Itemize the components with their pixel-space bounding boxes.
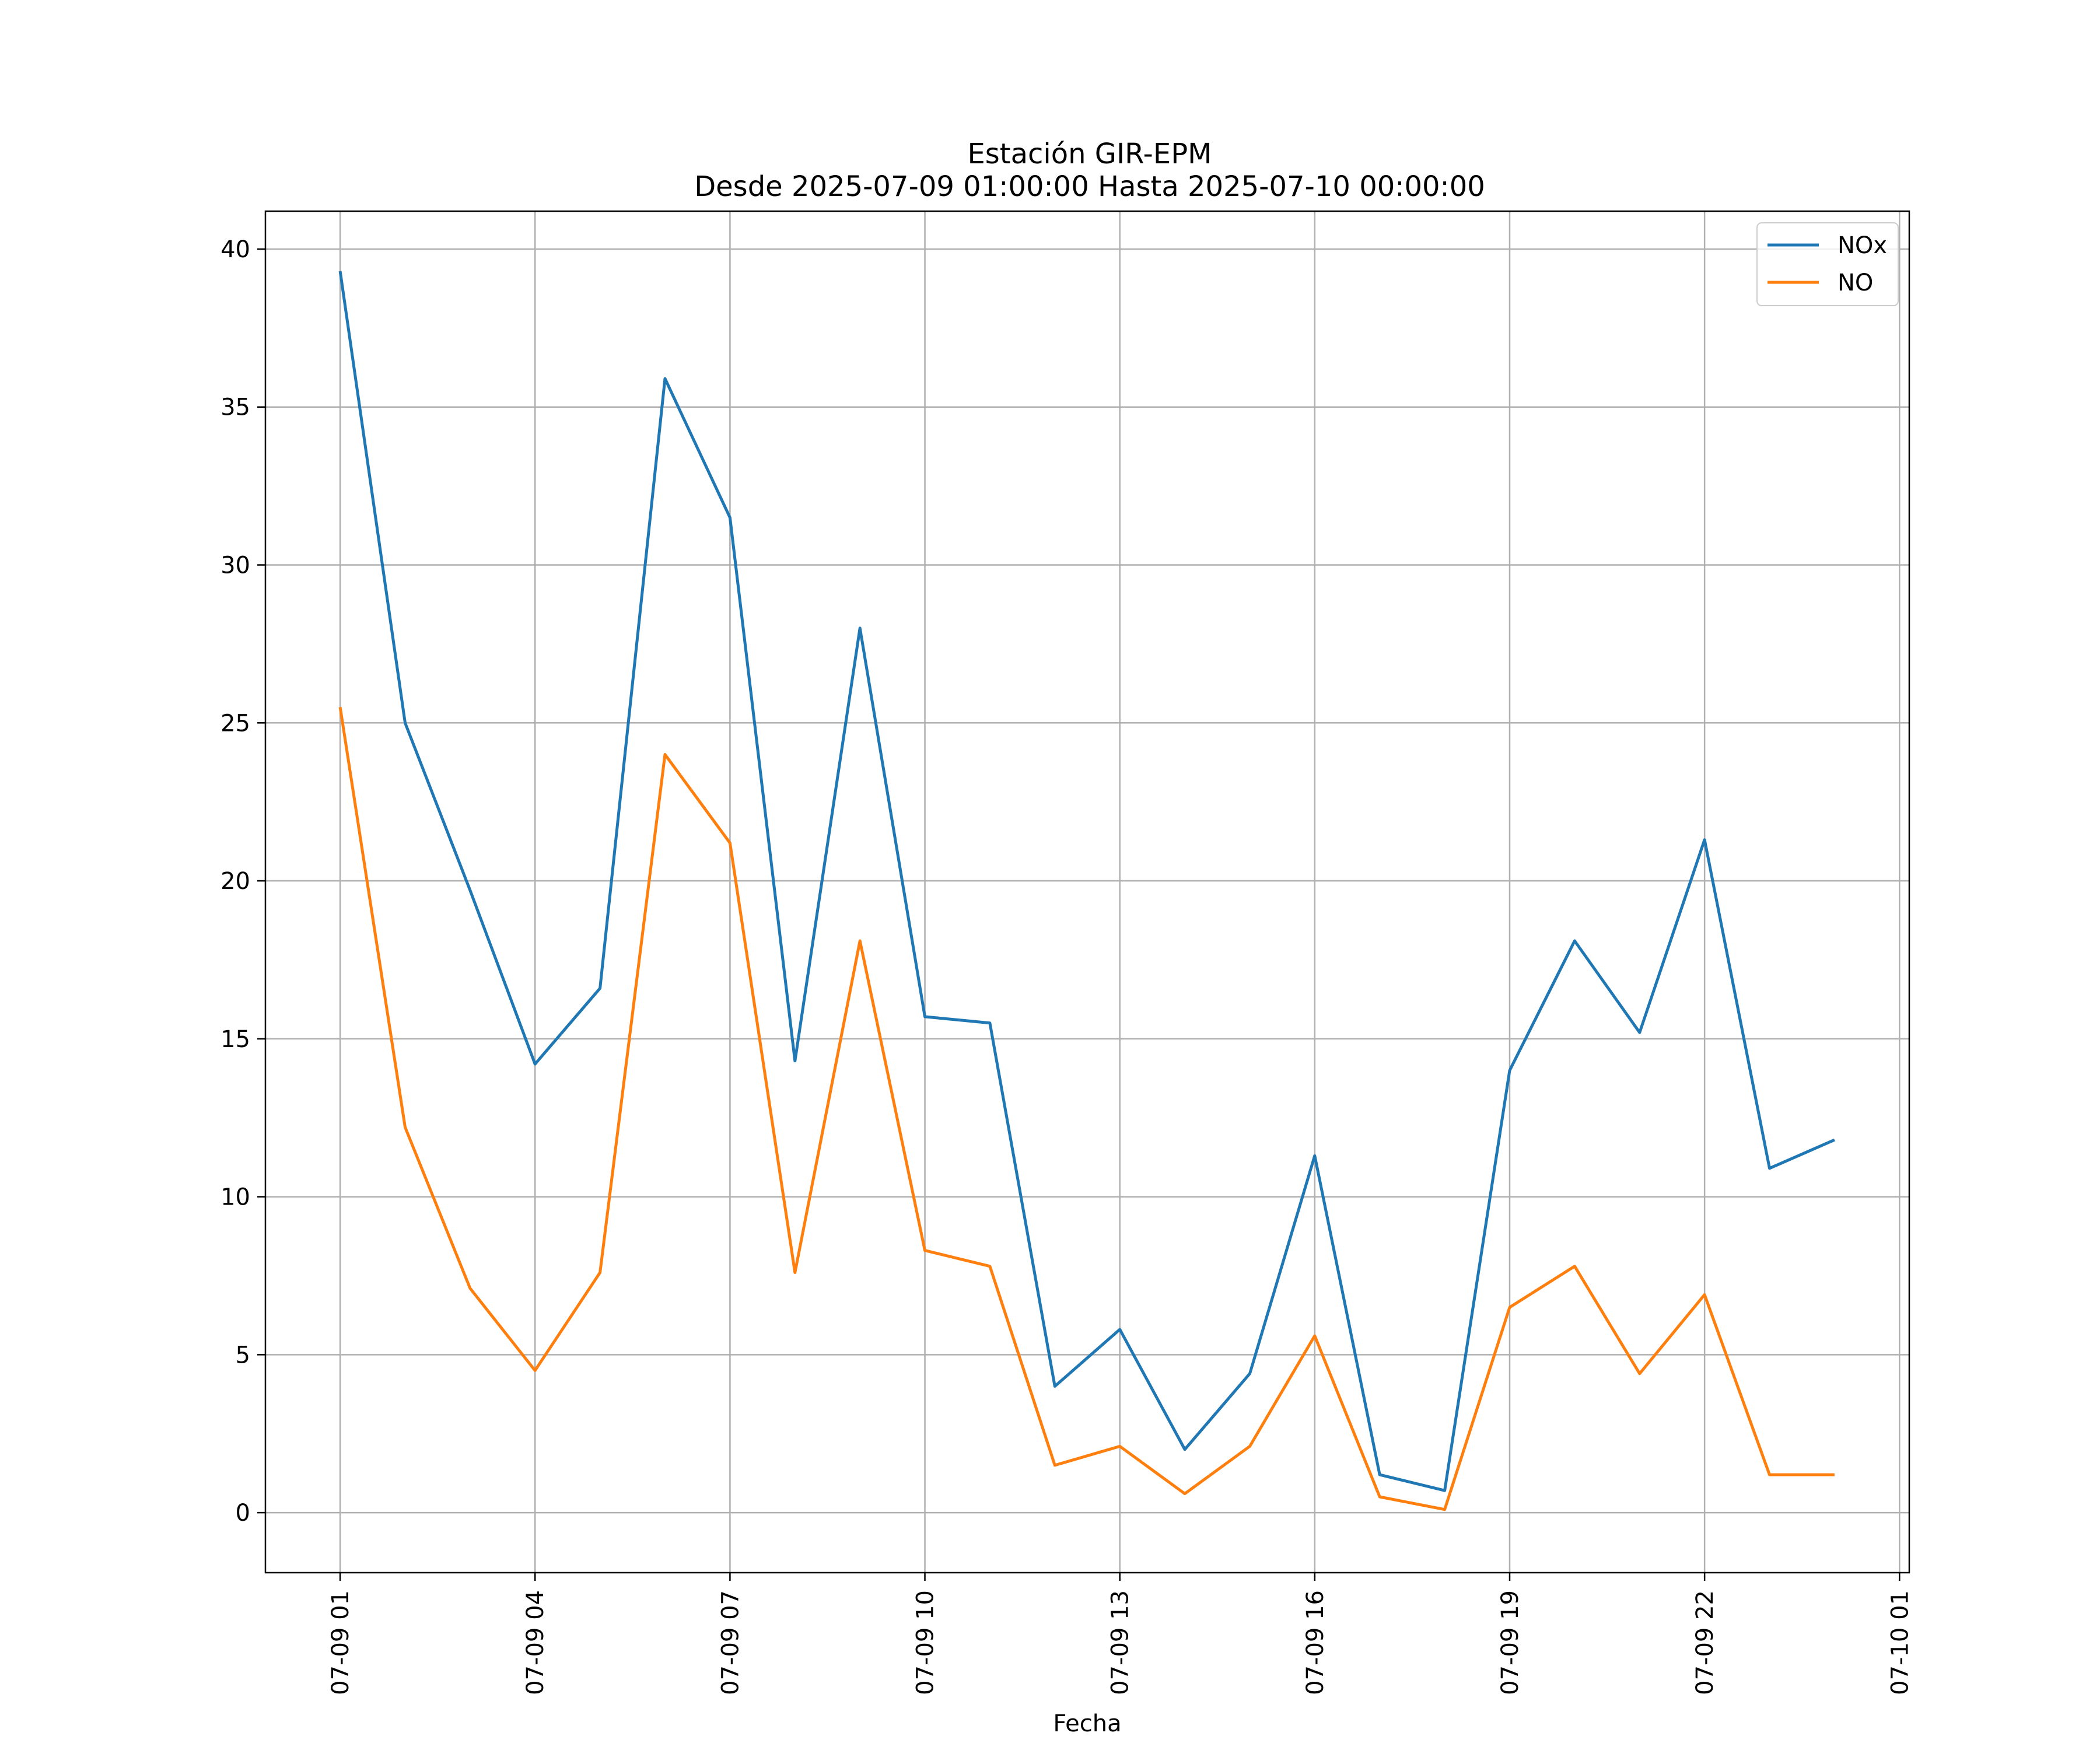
x-tick-label: 07-09 10 [912,1590,939,1695]
series-line-nox [338,271,1835,1492]
y-tick-label: 35 [220,394,250,421]
chart-title: Estación GIR-EPM [967,138,1212,170]
y-tick-label: 40 [220,236,250,263]
y-tick-label: 30 [220,552,250,579]
y-tick-label: 0 [236,1500,250,1527]
series-line-no [338,706,1835,1511]
legend-label-no: NO [1838,270,1873,296]
y-tick-label: 10 [220,1184,250,1211]
x-axis-label: Fecha [1053,1710,1121,1737]
plot-frame [264,210,1910,1574]
x-tick-label: 07-09 04 [522,1590,549,1695]
y-tick-label: 5 [236,1342,250,1368]
y-tick-label: 15 [220,1026,250,1053]
x-tick-label: 07-09 22 [1692,1590,1718,1695]
x-tick-label: 07-10 01 [1887,1590,1913,1695]
x-tick-label: 07-09 19 [1497,1590,1524,1695]
x-tick-label: 07-09 01 [327,1590,354,1695]
legend-label-nox: NOx [1838,232,1887,259]
x-axis-ticks: 07-09 01 07-09 04 07-09 07 07-09 10 07-09 13… [327,1573,1913,1695]
x-tick-label: 07-09 16 [1302,1590,1329,1695]
grid-lines [265,211,1909,1573]
chart-subtitle: Desde 2025-07-09 01:00:00 Hasta 2025-07-… [694,170,1485,203]
y-tick-label: 25 [220,710,250,737]
y-axis-ticks: 0 5 10 15 20 25 30 35 40 [220,236,265,1527]
legend: NOx NO [1756,222,1899,306]
y-tick-label: 20 [220,868,250,895]
x-tick-label: 07-09 13 [1107,1590,1134,1695]
x-tick-label: 07-09 07 [717,1590,744,1695]
data-series [338,271,1835,1511]
